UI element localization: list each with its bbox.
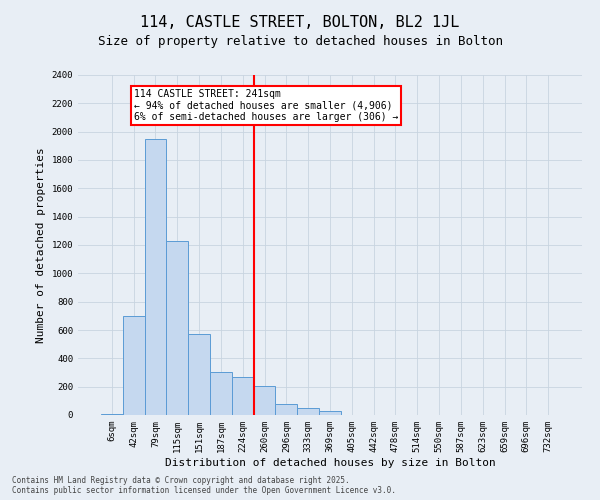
Text: 114, CASTLE STREET, BOLTON, BL2 1JL: 114, CASTLE STREET, BOLTON, BL2 1JL [140,15,460,30]
Bar [123,316,145,415]
Bar [254,386,275,415]
Text: Contains HM Land Registry data © Crown copyright and database right 2025.
Contai: Contains HM Land Registry data © Crown c… [12,476,396,495]
Text: 114 CASTLE STREET: 241sqm
← 94% of detached houses are smaller (4,906)
6% of sem: 114 CASTLE STREET: 241sqm ← 94% of detac… [134,89,398,122]
Bar [188,334,210,415]
Text: Size of property relative to detached houses in Bolton: Size of property relative to detached ho… [97,35,503,48]
Bar [319,411,341,415]
Bar [297,408,319,415]
Bar [101,414,123,415]
Bar [232,377,254,415]
Bar [275,404,297,415]
Bar [166,241,188,415]
X-axis label: Distribution of detached houses by size in Bolton: Distribution of detached houses by size … [164,458,496,468]
Bar [145,138,166,415]
Y-axis label: Number of detached properties: Number of detached properties [36,147,46,343]
Bar [210,372,232,415]
